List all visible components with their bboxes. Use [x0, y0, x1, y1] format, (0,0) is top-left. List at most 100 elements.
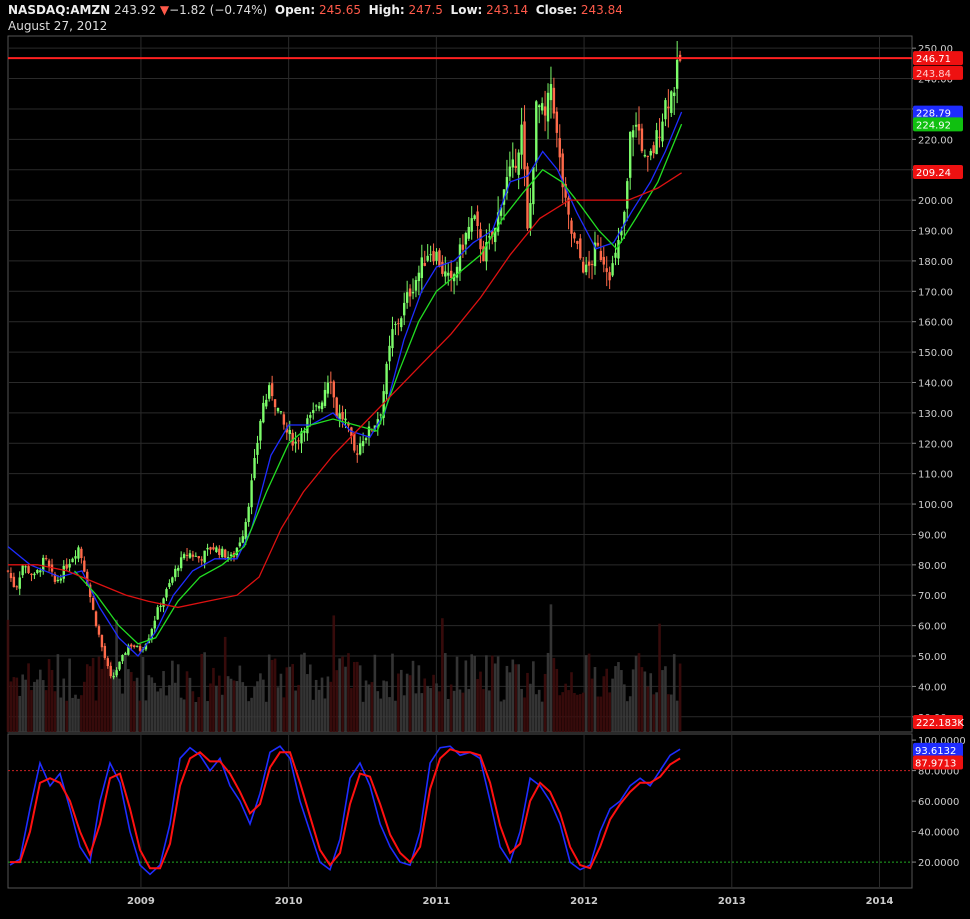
volume-bar [617, 662, 620, 732]
y-tick-label: 90.00 [918, 530, 947, 541]
candle-body [467, 226, 470, 239]
candle-body [74, 556, 77, 559]
candle-body [273, 399, 277, 408]
candle-body [675, 59, 679, 89]
volume-bar [473, 655, 476, 732]
volume-bar [490, 655, 494, 732]
volume-bar [564, 683, 567, 732]
x-tick-label: 2014 [866, 896, 894, 907]
candle-body [564, 183, 567, 198]
last-price: 243.92 [114, 3, 157, 17]
close-price-label: 243.84 [916, 69, 951, 80]
candle-body [268, 385, 271, 399]
candle-body [226, 556, 230, 559]
candle-body [579, 238, 582, 259]
volume-bar [625, 701, 629, 732]
candle-body [356, 453, 359, 455]
candle-body [174, 568, 177, 578]
volume-bar [452, 690, 456, 732]
volume-bar [320, 677, 324, 732]
candle-body [664, 100, 667, 120]
volume-bar [669, 694, 673, 732]
volume-bar [223, 636, 227, 732]
volume-bar [488, 690, 491, 732]
volume-bar [132, 681, 136, 732]
volume-bar [623, 684, 626, 732]
volume-bar [446, 699, 450, 732]
volume-bar [97, 656, 101, 732]
volume-bar [397, 673, 400, 732]
volume-bar [50, 669, 54, 732]
volume-bar [77, 698, 80, 732]
candle-body [461, 244, 465, 250]
volume-bar [476, 679, 479, 732]
volume-bar [247, 701, 250, 732]
volume-bar [267, 654, 271, 732]
volume-bar [429, 688, 432, 732]
volume-bar [112, 669, 115, 732]
candle-body [15, 586, 19, 588]
stochastic-panel-frame [7, 733, 913, 889]
candle-body [279, 411, 283, 413]
candle-body [361, 441, 365, 447]
candle-body [646, 155, 650, 157]
stochastic-panel [8, 745, 912, 876]
candle-body [414, 280, 418, 291]
volume-bar [59, 697, 63, 732]
volume-bar [314, 679, 318, 732]
candle-body [306, 418, 309, 434]
candle-body [405, 292, 409, 303]
candle-body [300, 431, 303, 444]
candle-body [643, 154, 647, 157]
y-tick-label: 180.00 [918, 257, 953, 268]
volume-bar [141, 656, 145, 732]
candle-body [488, 236, 491, 238]
volume-bar [505, 665, 509, 732]
candle-body [179, 557, 183, 569]
candle-body [614, 252, 617, 258]
candle-body [408, 288, 412, 297]
candle-body [253, 458, 256, 479]
volume-bar [106, 662, 110, 732]
volume-bar [253, 686, 256, 732]
volume-bar [44, 690, 48, 732]
candle-body [429, 254, 432, 256]
volume-bar [493, 663, 497, 732]
candle-body [496, 212, 500, 232]
volume-bar [479, 671, 482, 732]
candle-body [590, 263, 594, 265]
open-value: 245.65 [318, 3, 361, 17]
volume-bar [482, 689, 485, 732]
volume-bar [71, 697, 74, 732]
candle-body [347, 422, 350, 426]
volume-bar [27, 663, 30, 732]
volume-bar [667, 694, 670, 732]
candle-body [473, 215, 476, 220]
candle-body [259, 420, 262, 441]
volume-bar [470, 654, 474, 732]
volume-bar [156, 691, 159, 732]
candle-body [47, 560, 51, 567]
change: −1.82 (−0.74%) [169, 3, 268, 17]
x-tick-label: 2009 [127, 896, 155, 907]
volume-bar [118, 678, 121, 732]
volume-bar [138, 700, 142, 732]
volume-bar [552, 657, 556, 732]
volume-bar [264, 701, 268, 732]
volume-bar [215, 685, 218, 732]
candle-body [138, 646, 142, 651]
ma-red-line [8, 172, 682, 609]
volume-bar [358, 665, 362, 732]
candle-body [133, 645, 136, 648]
candle-body [191, 554, 195, 557]
volume-bar [417, 665, 421, 732]
candle-body [338, 413, 341, 420]
candle-body [135, 645, 139, 647]
volume-bar [675, 700, 679, 732]
volume-bar [643, 671, 647, 732]
volume-bar [121, 693, 124, 732]
candle-body [673, 92, 676, 97]
volume-bar [308, 664, 312, 732]
